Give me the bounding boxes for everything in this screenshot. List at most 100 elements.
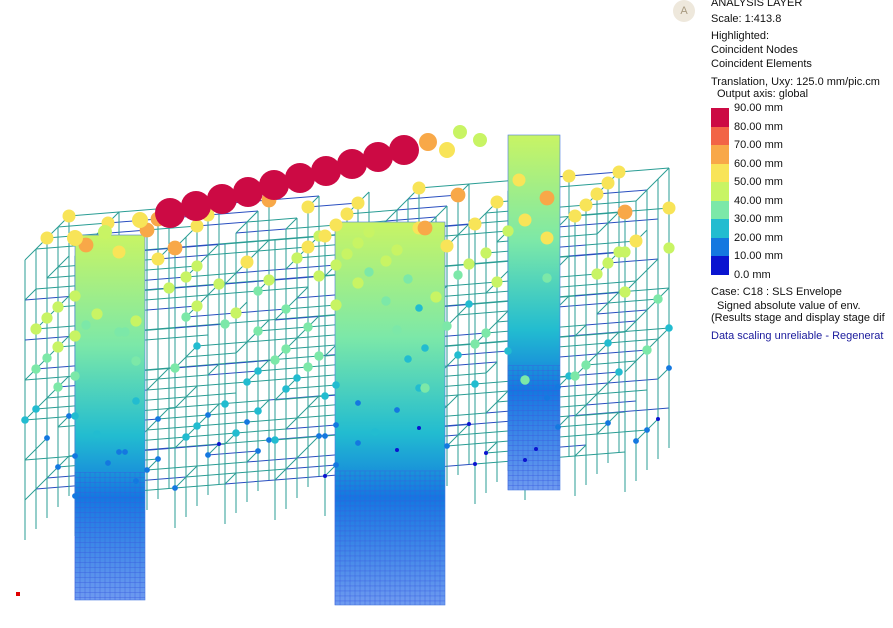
beam-line [207, 370, 259, 376]
node [605, 420, 611, 426]
node [341, 248, 353, 260]
beam-line [185, 312, 237, 318]
beam-line [207, 450, 259, 456]
beam-line [185, 472, 237, 478]
node [321, 392, 329, 400]
beam-line [285, 344, 337, 350]
node [381, 296, 391, 306]
beam-line [346, 209, 398, 215]
beam-line [274, 395, 326, 401]
beam-line [35, 477, 48, 490]
beam-line [24, 295, 76, 301]
beam-line [207, 290, 259, 296]
beam-line [596, 429, 648, 435]
node [191, 300, 203, 312]
beam-line [585, 200, 637, 206]
legend-swatch [711, 108, 729, 127]
beam-line [174, 363, 226, 369]
legend-label: 50.00 mm [734, 176, 783, 188]
node [220, 319, 230, 329]
node [190, 219, 204, 233]
node [481, 328, 491, 338]
beam-line [235, 221, 248, 234]
node [301, 240, 315, 254]
scale-text: Scale: 1:413.8 [711, 13, 782, 25]
node [363, 226, 375, 238]
node [182, 433, 190, 441]
warning-text[interactable]: Data scaling unreliable - Regenerat [711, 330, 884, 342]
beam-line [296, 286, 309, 299]
node [205, 452, 211, 458]
node [439, 142, 455, 158]
beam-line [46, 266, 59, 279]
node [322, 433, 328, 439]
beam-line [57, 255, 70, 268]
beam-line [596, 309, 648, 315]
node [91, 308, 103, 320]
beam-line [557, 302, 609, 308]
legend-swatch [711, 200, 729, 219]
node [394, 407, 400, 413]
beam-line [257, 326, 309, 332]
beam-line [585, 393, 598, 406]
node [230, 307, 242, 319]
beam-line [607, 378, 659, 384]
beam-line [185, 385, 198, 398]
highlight-item: Coincident Nodes [711, 44, 798, 56]
beam-line [407, 194, 459, 200]
beam-line [557, 422, 609, 428]
legend-swatch [711, 163, 729, 182]
beam-line [207, 363, 220, 376]
node-peak [233, 177, 263, 207]
beam-line [157, 254, 209, 260]
beam-line [24, 448, 37, 461]
node [403, 274, 413, 284]
beam-line [596, 222, 609, 235]
beam-line [457, 350, 509, 356]
node [281, 344, 291, 354]
beam-line [235, 268, 287, 274]
node [44, 435, 50, 441]
legend-label: 90.00 mm [734, 102, 783, 114]
beam-line [596, 382, 609, 395]
node [581, 360, 591, 370]
beam-line [257, 239, 270, 252]
node [243, 378, 251, 386]
node [467, 422, 471, 426]
node [293, 374, 301, 382]
node [663, 242, 675, 254]
beam-line [196, 221, 248, 227]
node [21, 416, 29, 424]
beam-line [296, 406, 309, 419]
node [465, 300, 473, 308]
legend-swatch [711, 237, 729, 256]
beam-line [574, 331, 626, 337]
legend-label: 80.00 mm [734, 120, 783, 133]
beam-line [396, 198, 409, 211]
beam-line [385, 209, 398, 222]
node [442, 321, 452, 331]
beam-line [196, 421, 248, 427]
node [444, 443, 450, 449]
beam-line [585, 400, 637, 406]
node [417, 426, 421, 430]
beam-line [207, 210, 259, 216]
node [93, 430, 101, 438]
node [131, 356, 141, 366]
node [132, 212, 148, 228]
beam-line [596, 189, 648, 195]
node [253, 326, 263, 336]
beam-line [285, 417, 298, 430]
node [555, 384, 561, 390]
beam-line [24, 248, 37, 261]
beam-line [24, 288, 37, 301]
node [604, 339, 612, 347]
node [656, 417, 660, 421]
beam-line [224, 272, 237, 285]
node [355, 440, 361, 446]
node [255, 448, 261, 454]
beam-line [235, 228, 287, 234]
node [69, 330, 81, 342]
layer-badge[interactable]: A [673, 0, 695, 22]
legend-label: 40.00 mm [734, 194, 783, 207]
